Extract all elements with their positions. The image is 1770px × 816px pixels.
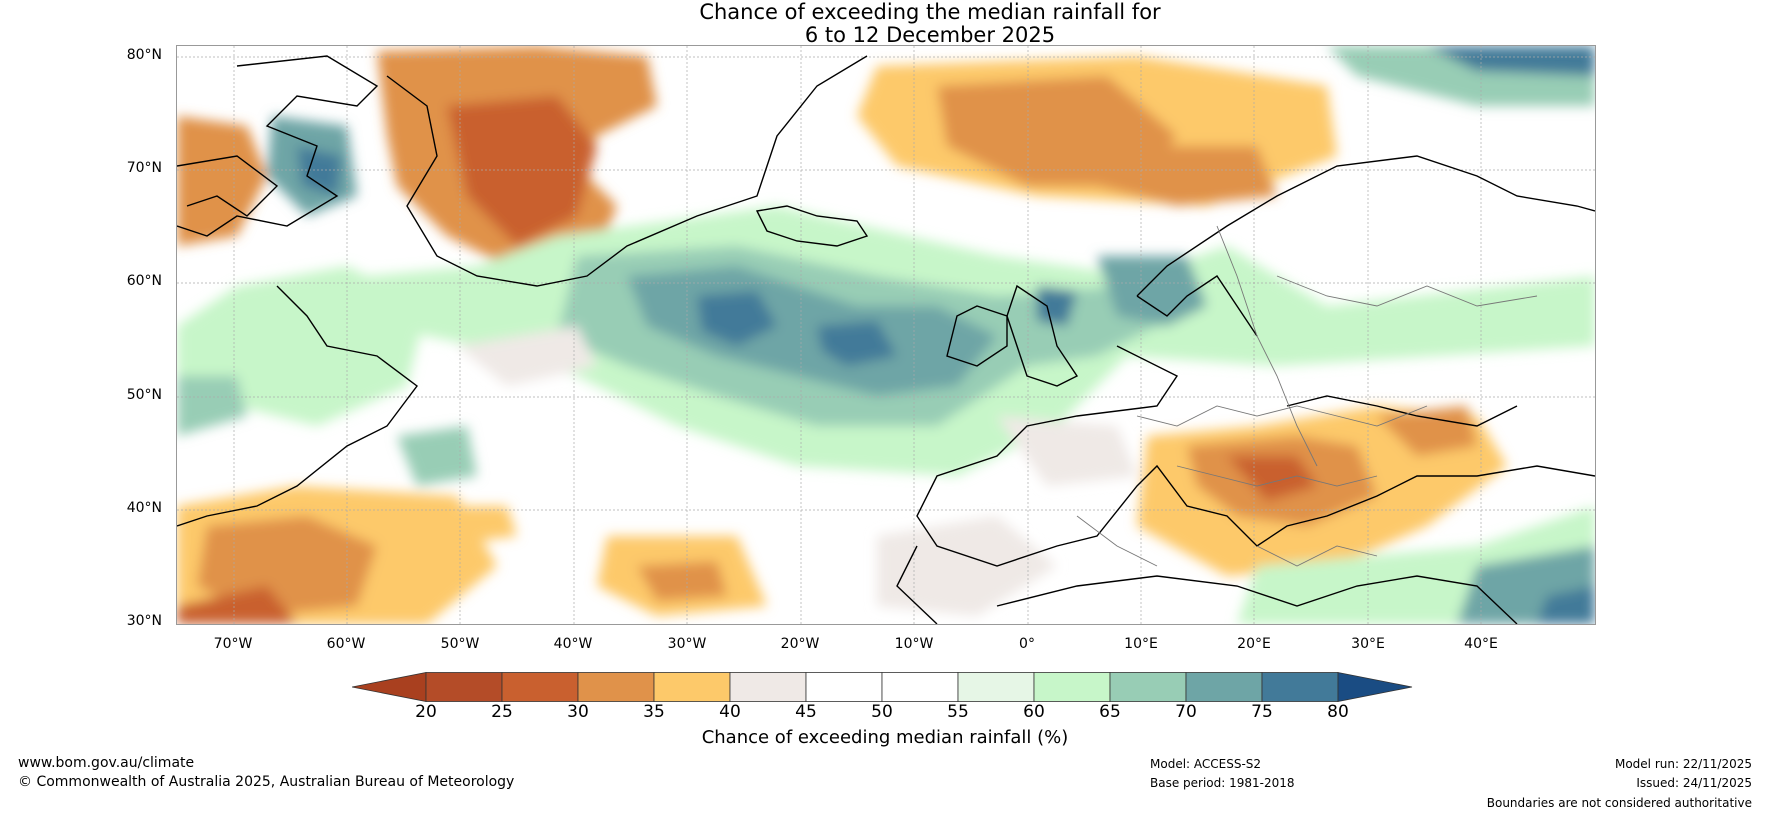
- colorbar-segment: [805, 672, 883, 702]
- lon-label-30e: 30°E: [1351, 636, 1385, 652]
- colorbar-title: Chance of exceeding median rainfall (%): [701, 727, 1069, 748]
- lat-label-30n: 30°N: [126, 613, 162, 629]
- colorbar-tick-label: 25: [491, 702, 513, 722]
- lon-label-10e: 10°E: [1124, 636, 1158, 652]
- disclaimer-text: Boundaries are not considered authoritat…: [1486, 796, 1752, 810]
- colorbar-extend-low: [352, 672, 427, 702]
- colorbar-segment: [425, 672, 503, 702]
- copyright-text: © Commonwealth of Australia 2025, Austra…: [18, 774, 515, 790]
- probability-field: [177, 46, 1595, 624]
- lon-label-20w: 20°W: [780, 636, 820, 652]
- base-period-text: Base period: 1981-2018: [1150, 776, 1295, 790]
- colorbar-tick-label: 60: [1023, 702, 1045, 722]
- colorbar-segment: [1109, 672, 1187, 702]
- colorbar-tick-label: 45: [795, 702, 817, 722]
- colorbar-tick-label: 35: [643, 702, 665, 722]
- country-borders: [1076, 225, 1538, 567]
- lon-label-40w: 40°W: [553, 636, 593, 652]
- lon-label-70w: 70°W: [213, 636, 253, 652]
- colorbar-segment: [881, 672, 959, 702]
- lon-label-30w: 30°W: [667, 636, 707, 652]
- lon-label-20e: 20°E: [1237, 636, 1271, 652]
- colorbar-segment: [957, 672, 1035, 702]
- graticule: [177, 46, 1595, 624]
- colorbar-tick-label: 75: [1251, 702, 1273, 722]
- colorbar-segment: [577, 672, 655, 702]
- website-link[interactable]: www.bom.gov.au/climate: [18, 755, 195, 771]
- colorbar-segment: [729, 672, 807, 702]
- rainfall-map: [176, 45, 1596, 625]
- coastlines: [177, 55, 1595, 624]
- title-line-1: Chance of exceeding the median rainfall …: [699, 0, 1161, 24]
- colorbar-tick-label: 20: [415, 702, 437, 722]
- colorbar-tick-label: 30: [567, 702, 589, 722]
- colorbar-tick-label: 70: [1175, 702, 1197, 722]
- lat-label-60n: 60°N: [126, 273, 162, 289]
- lon-label-40e: 40°E: [1464, 636, 1498, 652]
- colorbar-segment: [501, 672, 579, 702]
- lon-label-10w: 10°W: [894, 636, 934, 652]
- colorbar-tick-label: 65: [1099, 702, 1121, 722]
- model-text: Model: ACCESS-S2: [1150, 757, 1262, 771]
- lat-label-40n: 40°N: [126, 500, 162, 516]
- lon-label-50w: 50°W: [440, 636, 480, 652]
- lon-label-0: 0°: [1019, 636, 1035, 652]
- lat-label-50n: 50°N: [126, 387, 162, 403]
- colorbar-segment: [1185, 672, 1263, 702]
- colorbar-extend-high: [1337, 672, 1413, 702]
- issued-text: Issued: 24/11/2025: [1636, 776, 1752, 790]
- map-svg: [177, 46, 1595, 624]
- map-title-line-2: 6 to 12 December 2025: [804, 23, 1056, 47]
- lon-label-60w: 60°W: [326, 636, 366, 652]
- colorbar-tick-label: 50: [871, 702, 893, 722]
- colorbar: [352, 672, 1413, 702]
- model-run-text: Model run: 22/11/2025: [1614, 757, 1752, 771]
- lat-label-80n: 80°N: [126, 47, 162, 63]
- lat-label-70n: 70°N: [126, 160, 162, 176]
- colorbar-segment: [653, 672, 731, 702]
- map-title: Chance of exceeding the median rainfall …: [0, 0, 1770, 24]
- colorbar-tick-label: 80: [1327, 702, 1349, 722]
- colorbar-segment: [1261, 672, 1339, 702]
- colorbar-segment: [1033, 672, 1111, 702]
- colorbar-tick-label: 55: [947, 702, 969, 722]
- colorbar-tick-label: 40: [719, 702, 741, 722]
